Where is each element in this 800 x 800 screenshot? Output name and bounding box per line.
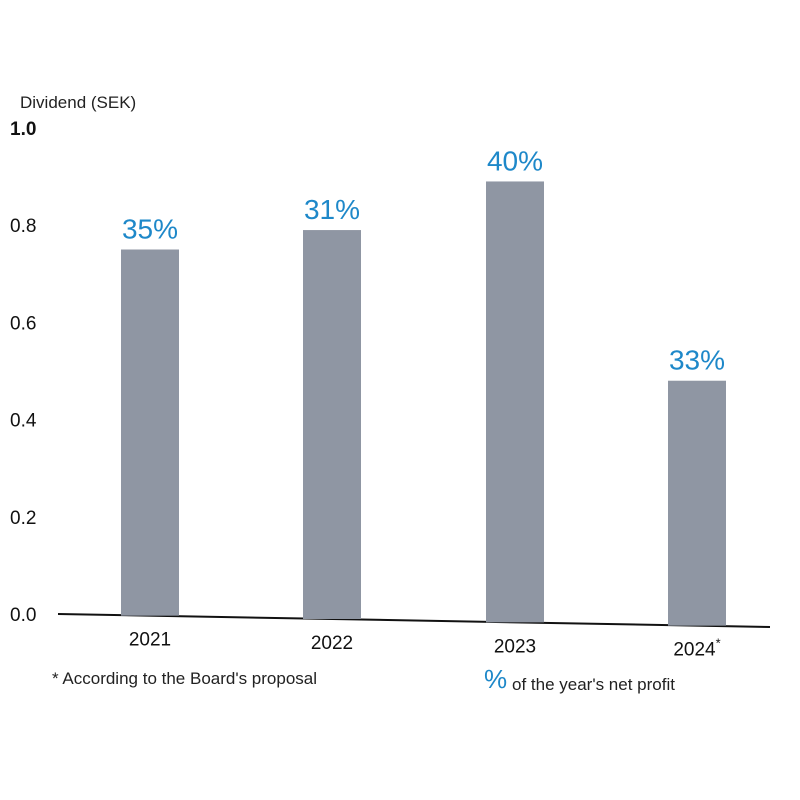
x-tick-year: 2023: [494, 636, 536, 657]
y-tick-label: 0.8: [10, 216, 36, 237]
bar-value-label: 40%: [487, 145, 543, 176]
x-axis-ticks: 2021 2022 2023 2024*: [129, 630, 721, 661]
bars-group: [121, 181, 726, 626]
y-tick-label: 0.4: [10, 411, 37, 432]
y-tick-label: 1.0: [10, 119, 36, 140]
bar-labels-group: 35% 31% 40% 33%: [122, 145, 725, 375]
bar-value-label: 31%: [304, 194, 360, 225]
x-tick-label: 2023: [494, 636, 536, 657]
bar-value-label: 35%: [122, 214, 178, 245]
x-tick-footnote-marker: *: [716, 636, 721, 651]
y-tick-label: 0.0: [10, 605, 36, 626]
footnote-proposal: * According to the Board's proposal: [52, 669, 317, 688]
footnote-percent-symbol: %: [484, 664, 507, 694]
y-axis-label: Dividend (SEK): [20, 93, 136, 112]
y-tick-label: 0.6: [10, 313, 36, 334]
x-tick-year: 2024: [673, 640, 716, 661]
x-tick-label: 2021: [129, 630, 171, 651]
x-tick-label: 2022: [311, 633, 353, 654]
x-tick-year: 2021: [129, 630, 171, 651]
x-tick-label: 2024*: [673, 636, 720, 661]
x-tick-year: 2022: [311, 633, 353, 654]
bar-2023: [486, 181, 544, 623]
bar-2022: [303, 230, 361, 620]
footnote-percent-note: of the year's net profit: [512, 675, 675, 694]
y-axis-ticks: 0.0 0.2 0.4 0.6 0.8 1.0: [10, 119, 37, 626]
bar-2024: [668, 380, 726, 626]
bar-value-label: 33%: [669, 345, 725, 376]
bar-2021: [121, 249, 179, 616]
x-axis-line: [57, 613, 771, 628]
y-tick-label: 0.2: [10, 508, 36, 529]
